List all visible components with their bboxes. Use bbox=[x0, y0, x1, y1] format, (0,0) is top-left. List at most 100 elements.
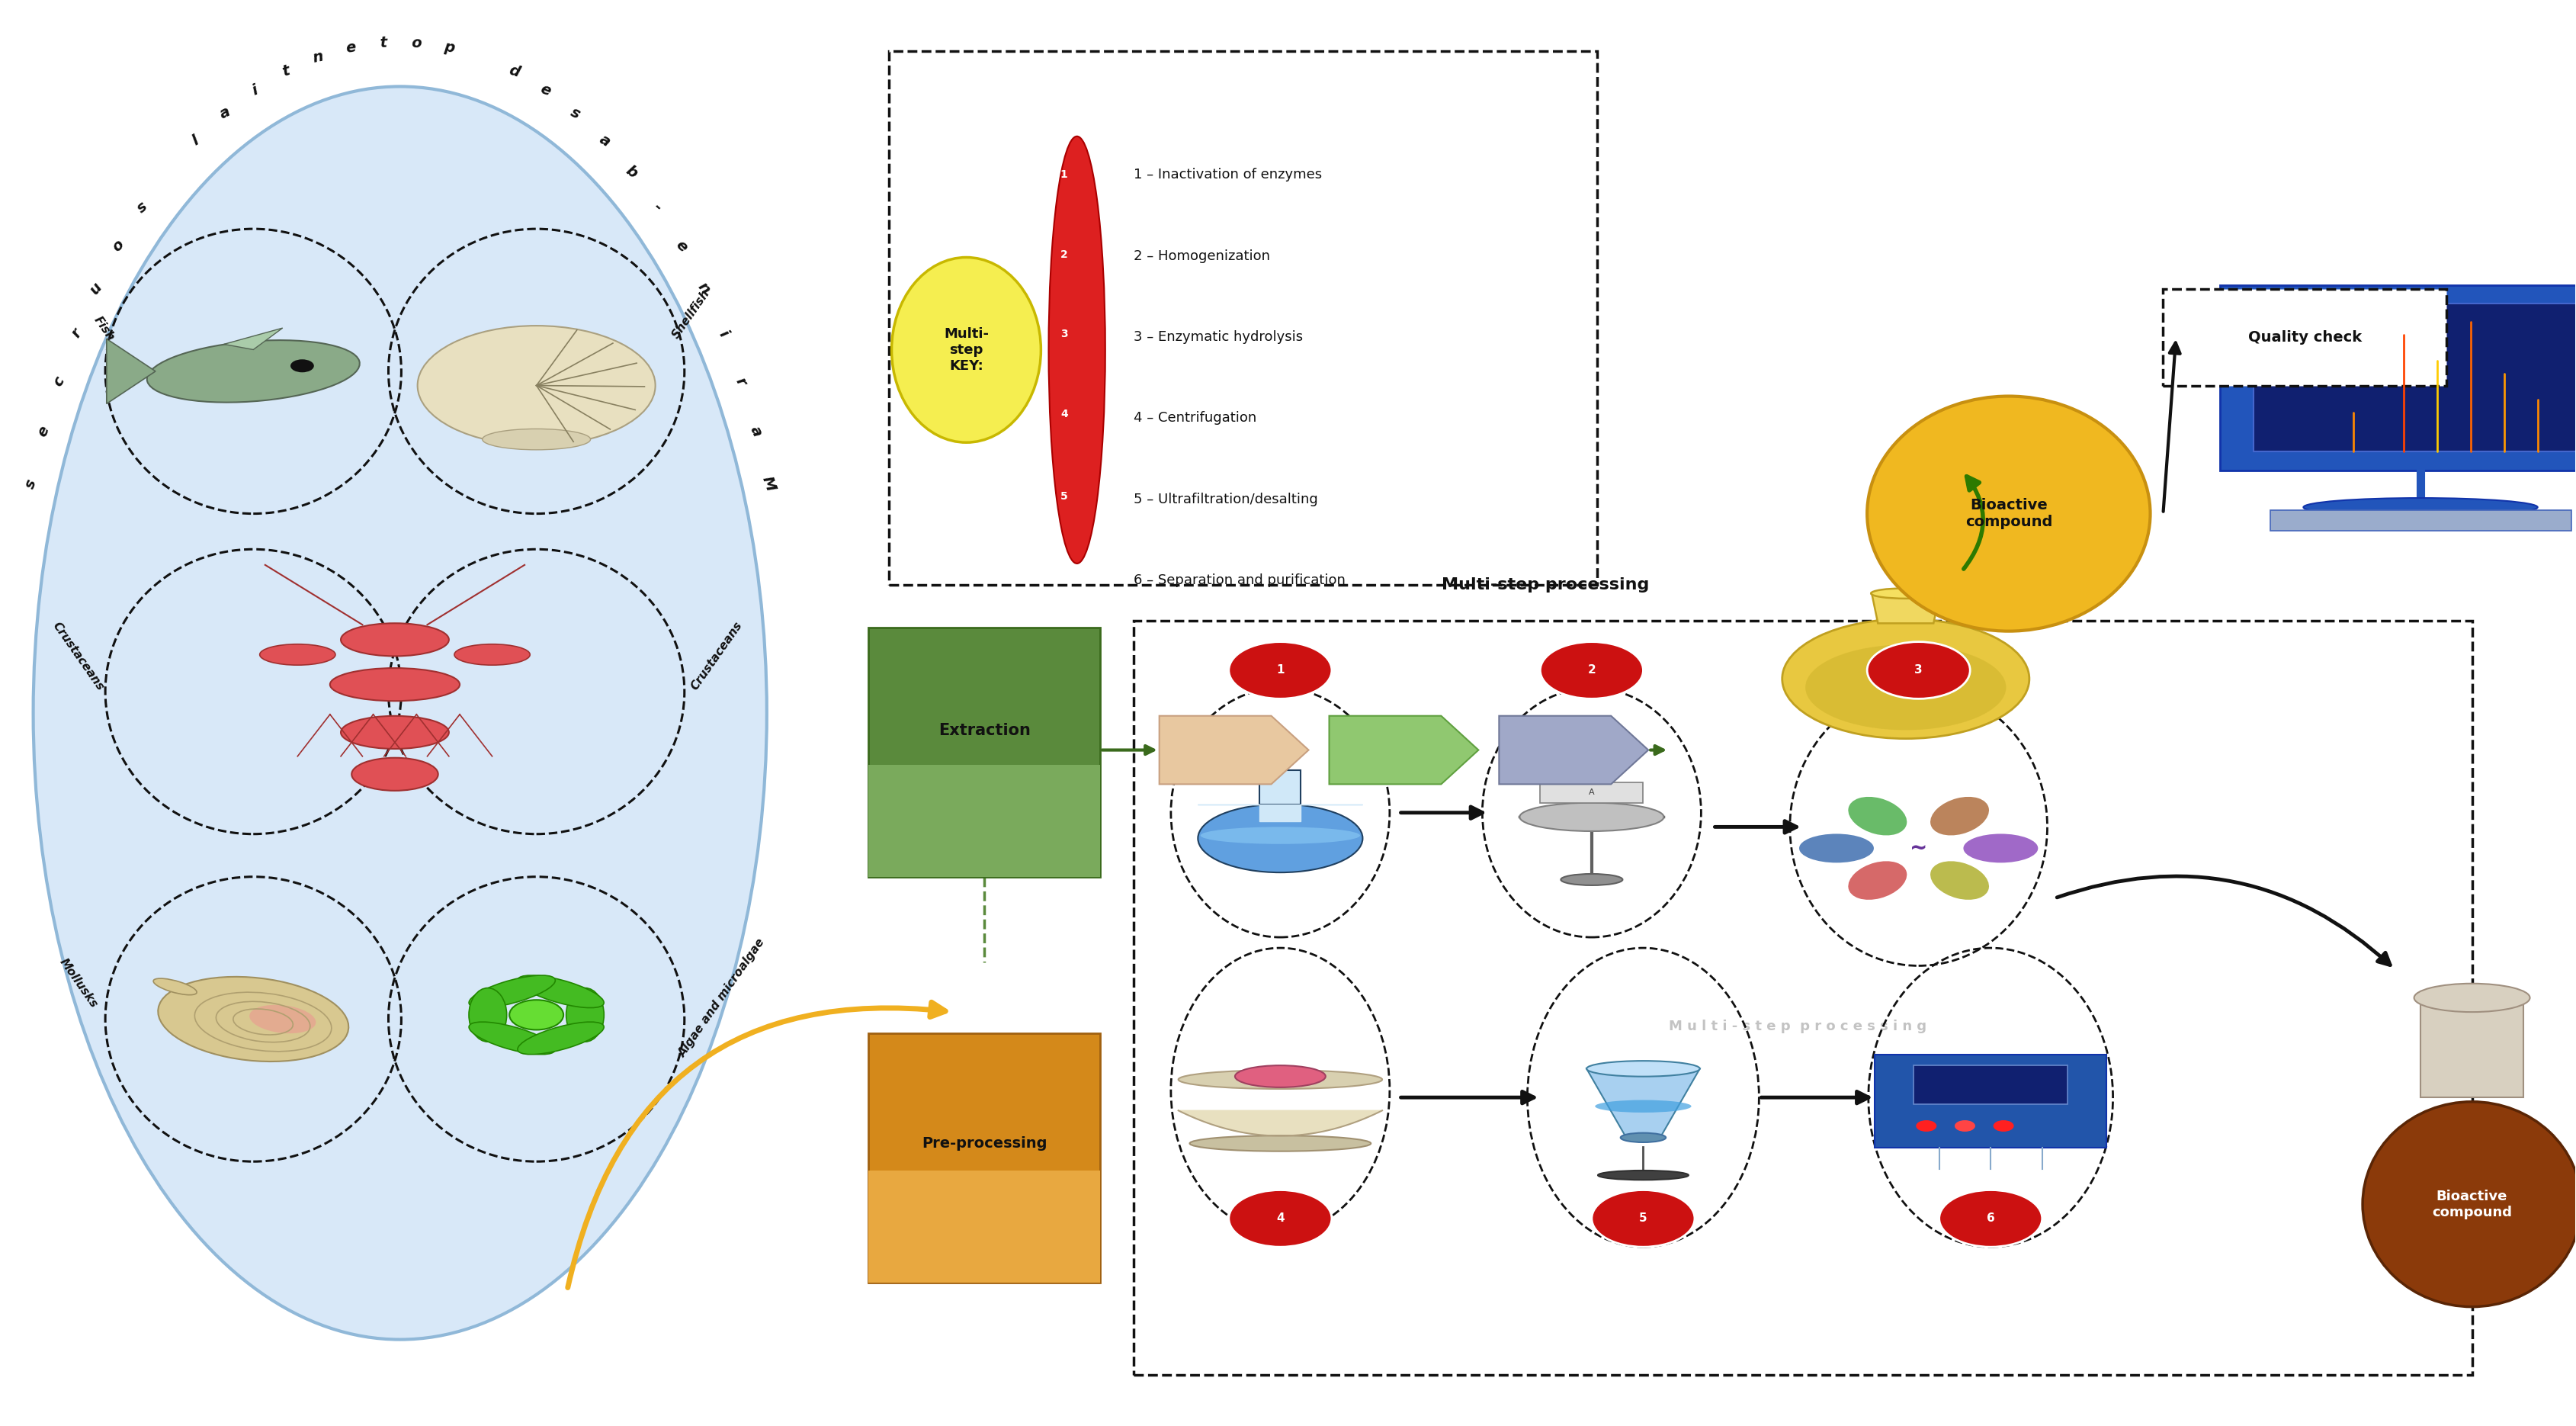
Ellipse shape bbox=[1620, 1132, 1667, 1142]
Ellipse shape bbox=[340, 623, 448, 656]
Ellipse shape bbox=[1847, 797, 1906, 836]
Ellipse shape bbox=[518, 975, 603, 1008]
Ellipse shape bbox=[567, 988, 603, 1042]
Ellipse shape bbox=[469, 975, 556, 1008]
Circle shape bbox=[291, 359, 314, 372]
Text: Pre-processing: Pre-processing bbox=[922, 1137, 1046, 1151]
Text: b: b bbox=[623, 163, 641, 181]
Text: s: s bbox=[134, 200, 149, 215]
Text: u: u bbox=[88, 279, 106, 297]
Ellipse shape bbox=[1198, 804, 1363, 873]
Text: Multi-
step
KEY:: Multi- step KEY: bbox=[943, 327, 989, 372]
Text: Bioactive
compound: Bioactive compound bbox=[2432, 1189, 2512, 1219]
Text: 3: 3 bbox=[1061, 329, 1066, 339]
Ellipse shape bbox=[891, 257, 1041, 442]
Text: Algae and microalgae: Algae and microalgae bbox=[677, 937, 768, 1060]
Text: o: o bbox=[412, 36, 422, 51]
FancyBboxPatch shape bbox=[889, 51, 1597, 585]
Circle shape bbox=[1540, 642, 1643, 699]
Ellipse shape bbox=[1595, 1099, 1692, 1112]
Text: 5 – Ultrafiltration/desalting: 5 – Ultrafiltration/desalting bbox=[1133, 492, 1319, 506]
Ellipse shape bbox=[1868, 396, 2151, 632]
Text: Crustaceans: Crustaceans bbox=[688, 620, 744, 693]
Ellipse shape bbox=[417, 325, 654, 445]
Text: c: c bbox=[52, 374, 67, 389]
Circle shape bbox=[510, 1000, 564, 1030]
FancyBboxPatch shape bbox=[2164, 288, 2447, 385]
Polygon shape bbox=[224, 328, 283, 349]
Text: M: M bbox=[760, 475, 778, 493]
Bar bbox=[2254, 304, 2576, 452]
Bar bbox=[1260, 770, 1301, 804]
Text: Fish: Fish bbox=[93, 314, 116, 344]
Text: 5: 5 bbox=[1061, 491, 1069, 502]
Text: d: d bbox=[507, 63, 520, 80]
Ellipse shape bbox=[1561, 874, 1623, 886]
Text: 3: 3 bbox=[1914, 665, 1922, 676]
Ellipse shape bbox=[33, 87, 768, 1339]
Ellipse shape bbox=[1870, 589, 1940, 599]
Ellipse shape bbox=[350, 757, 438, 790]
Circle shape bbox=[1994, 1121, 2014, 1132]
Text: 2: 2 bbox=[1587, 665, 1595, 676]
Text: n: n bbox=[696, 279, 714, 297]
Text: ~: ~ bbox=[1909, 837, 1927, 858]
Ellipse shape bbox=[482, 429, 590, 449]
Ellipse shape bbox=[1847, 861, 1906, 900]
Text: Extraction: Extraction bbox=[938, 723, 1030, 739]
Ellipse shape bbox=[1963, 834, 2038, 863]
Text: 2: 2 bbox=[1061, 250, 1069, 260]
Text: 4 – Centrifugation: 4 – Centrifugation bbox=[1133, 411, 1257, 425]
Text: e: e bbox=[345, 40, 355, 56]
Polygon shape bbox=[1499, 716, 1649, 784]
Text: 3 – Enzymatic hydrolysis: 3 – Enzymatic hydrolysis bbox=[1133, 331, 1303, 344]
Text: 6 – Separation and purification: 6 – Separation and purification bbox=[1133, 573, 1345, 588]
Ellipse shape bbox=[2362, 1102, 2576, 1306]
Text: n: n bbox=[312, 50, 325, 66]
Text: a: a bbox=[747, 424, 765, 439]
Text: 1 – Inactivation of enzymes: 1 – Inactivation of enzymes bbox=[1133, 168, 1321, 181]
Text: t: t bbox=[379, 36, 386, 50]
Ellipse shape bbox=[1048, 137, 1105, 563]
Text: t: t bbox=[281, 64, 291, 80]
Ellipse shape bbox=[1200, 827, 1360, 844]
Polygon shape bbox=[1177, 1111, 1383, 1137]
Text: 1: 1 bbox=[1061, 170, 1069, 180]
Text: 2 – Homogenization: 2 – Homogenization bbox=[1133, 250, 1270, 262]
Text: r: r bbox=[70, 327, 85, 341]
Ellipse shape bbox=[1806, 645, 2007, 730]
Ellipse shape bbox=[2414, 984, 2530, 1012]
Text: Shellfish: Shellfish bbox=[670, 288, 711, 341]
Text: 4: 4 bbox=[1275, 1212, 1285, 1224]
FancyBboxPatch shape bbox=[868, 764, 1100, 877]
Ellipse shape bbox=[155, 978, 196, 995]
Polygon shape bbox=[1873, 593, 1940, 623]
Circle shape bbox=[1868, 642, 1971, 699]
Text: p: p bbox=[443, 40, 456, 56]
Text: Mollusks: Mollusks bbox=[57, 957, 100, 1011]
FancyBboxPatch shape bbox=[1133, 620, 2473, 1375]
Ellipse shape bbox=[453, 645, 531, 665]
Ellipse shape bbox=[2303, 498, 2537, 516]
Circle shape bbox=[1229, 642, 1332, 699]
Bar bbox=[1914, 1065, 2069, 1105]
Bar bbox=[2221, 285, 2576, 471]
Text: o: o bbox=[111, 238, 126, 255]
Text: 1: 1 bbox=[1275, 665, 1285, 676]
Ellipse shape bbox=[147, 341, 361, 402]
Ellipse shape bbox=[1177, 1070, 1383, 1089]
FancyBboxPatch shape bbox=[868, 627, 1100, 877]
Text: r: r bbox=[734, 375, 750, 388]
Ellipse shape bbox=[157, 977, 348, 1061]
Ellipse shape bbox=[1783, 619, 2030, 739]
Ellipse shape bbox=[1587, 1061, 1700, 1077]
Ellipse shape bbox=[469, 1022, 556, 1054]
Text: 6: 6 bbox=[1061, 570, 1066, 582]
Ellipse shape bbox=[330, 667, 459, 702]
Ellipse shape bbox=[1234, 1065, 1327, 1088]
Text: i: i bbox=[250, 83, 260, 98]
Polygon shape bbox=[1329, 716, 1479, 784]
Text: l: l bbox=[191, 133, 201, 148]
Text: e: e bbox=[36, 424, 52, 439]
Text: Quality check: Quality check bbox=[2249, 329, 2362, 344]
